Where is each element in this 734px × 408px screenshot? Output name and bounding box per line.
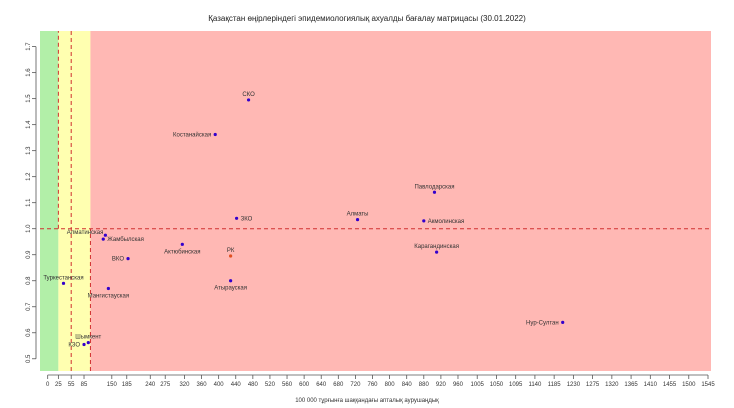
x-tick-label: 800	[385, 382, 396, 388]
x-tick-label: 680	[333, 382, 344, 388]
y-tick-label: 1.5	[26, 94, 32, 103]
x-tick-label: 880	[419, 382, 430, 388]
x-tick-label: 360	[197, 382, 208, 388]
data-point	[101, 237, 105, 241]
x-tick-label: 840	[402, 382, 413, 388]
x-tick-label: 25	[55, 382, 62, 388]
data-point	[229, 279, 233, 283]
chart-title: Қазақстан өңірлеріндегі эпидемиологиялық…	[208, 14, 526, 23]
threshold-lines	[40, 31, 711, 371]
x-tick-label: 1275	[586, 382, 600, 388]
x-tick-label: 560	[282, 382, 293, 388]
x-tick-label: 1005	[471, 382, 485, 388]
point-label: Карагандинская	[414, 244, 459, 250]
x-tick-label: 600	[299, 382, 310, 388]
y-tick-label: 0.6	[26, 328, 32, 337]
data-point	[126, 257, 130, 261]
point-label: ВКО	[112, 257, 124, 263]
data-point	[229, 254, 233, 258]
data-point	[435, 250, 439, 254]
x-tick-label: 400	[214, 382, 225, 388]
zone-backgrounds	[40, 31, 712, 371]
x-tick-label: 0	[46, 382, 50, 388]
data-point	[61, 281, 66, 285]
y-axis-ticks: 0.5 0.6 0.7 0.8 0.9 1.0 1.1 1.2 1.3 1.4 1.5 1.6 1.7	[26, 42, 36, 363]
x-tick-label: 150	[107, 382, 118, 388]
point-label: Актюбинская	[164, 249, 200, 255]
data-point	[432, 190, 437, 194]
data-point	[561, 320, 565, 324]
x-tick-label: 275	[160, 382, 171, 388]
x-tick-label: 1320	[605, 382, 619, 388]
x-tick-label: 1455	[663, 382, 677, 388]
y-tick-label: 1.0	[26, 224, 32, 233]
y-tick-label: 1.6	[26, 68, 32, 77]
x-tick-label: 760	[368, 382, 379, 388]
x-tick-label: 185	[122, 382, 133, 388]
data-point	[234, 216, 239, 220]
y-tick-label: 1.4	[26, 120, 32, 129]
y-tick-label: 1.1	[26, 198, 32, 207]
x-tick-label: 520	[265, 382, 276, 388]
y-tick-label: 1.3	[26, 146, 32, 155]
x-tick-label: 85	[81, 382, 88, 388]
point-label: Жамбылская	[107, 237, 144, 243]
x-axis-label: 100 000 тұрғынға шаққандағы апталық ауру…	[295, 398, 439, 404]
x-tick-label: 640	[316, 382, 327, 388]
x-tick-label: 1410	[644, 382, 658, 388]
data-point	[422, 219, 426, 223]
x-tick-label: 960	[453, 382, 464, 388]
zone-1	[58, 31, 91, 371]
x-tick-label: 1050	[490, 382, 504, 388]
zone-2	[90, 31, 712, 371]
point-label: Нур-Султан	[526, 320, 559, 326]
y-tick-label: 0.7	[26, 302, 32, 311]
data-points: СКО Костанайская Павлодарская Алматы Акмолин…	[43, 92, 565, 348]
x-tick-label: 480	[248, 382, 259, 388]
point-label: Мангистауская	[88, 294, 129, 300]
point-label: Алматинская	[67, 230, 104, 236]
point-label: Туркестанская	[43, 275, 83, 281]
x-tick-label: 1545	[701, 382, 715, 388]
point-label: СКО	[242, 92, 255, 98]
x-tick-label: 920	[436, 382, 447, 388]
y-tick-label: 0.9	[26, 250, 32, 259]
data-point	[103, 233, 107, 237]
point-label: ЗКО	[241, 216, 253, 222]
x-tick-label: 1095	[509, 382, 523, 388]
data-point	[355, 217, 360, 222]
data-point	[106, 286, 110, 291]
x-axis-ticks: 0 25 55 85 150 185 240 275 320 360 400 440 480 520 560…	[46, 375, 715, 388]
x-tick-label: 720	[350, 382, 361, 388]
point-label: Костанайская	[173, 132, 211, 139]
y-tick-label: 1.2	[26, 172, 32, 181]
zone-0	[40, 31, 59, 371]
data-point	[82, 342, 86, 347]
point-label: РК	[227, 248, 235, 254]
x-tick-label: 240	[145, 382, 156, 388]
point-label: Атырауская	[214, 286, 247, 292]
point-label: Шымкент	[75, 335, 101, 341]
point-label: Павлодарская	[414, 184, 454, 190]
x-tick-label: 1500	[682, 382, 696, 388]
y-tick-label: 0.5	[26, 354, 32, 363]
x-tick-label: 1140	[528, 382, 542, 388]
data-point	[86, 341, 90, 345]
x-tick-label: 440	[231, 382, 242, 388]
data-point	[246, 98, 251, 102]
point-label: Акмолинская	[428, 219, 464, 225]
x-tick-label: 1185	[548, 382, 562, 388]
point-label: Алматы	[347, 212, 369, 218]
x-tick-label: 1230	[567, 382, 581, 388]
point-label: КЗО	[68, 342, 80, 348]
x-tick-label: 1365	[624, 382, 638, 388]
data-point	[180, 242, 184, 246]
y-tick-label: 1.7	[26, 42, 32, 51]
x-tick-label: 320	[179, 382, 190, 388]
x-tick-label: 55	[68, 382, 75, 388]
y-tick-label: 0.8	[26, 276, 32, 285]
data-point	[213, 132, 217, 137]
